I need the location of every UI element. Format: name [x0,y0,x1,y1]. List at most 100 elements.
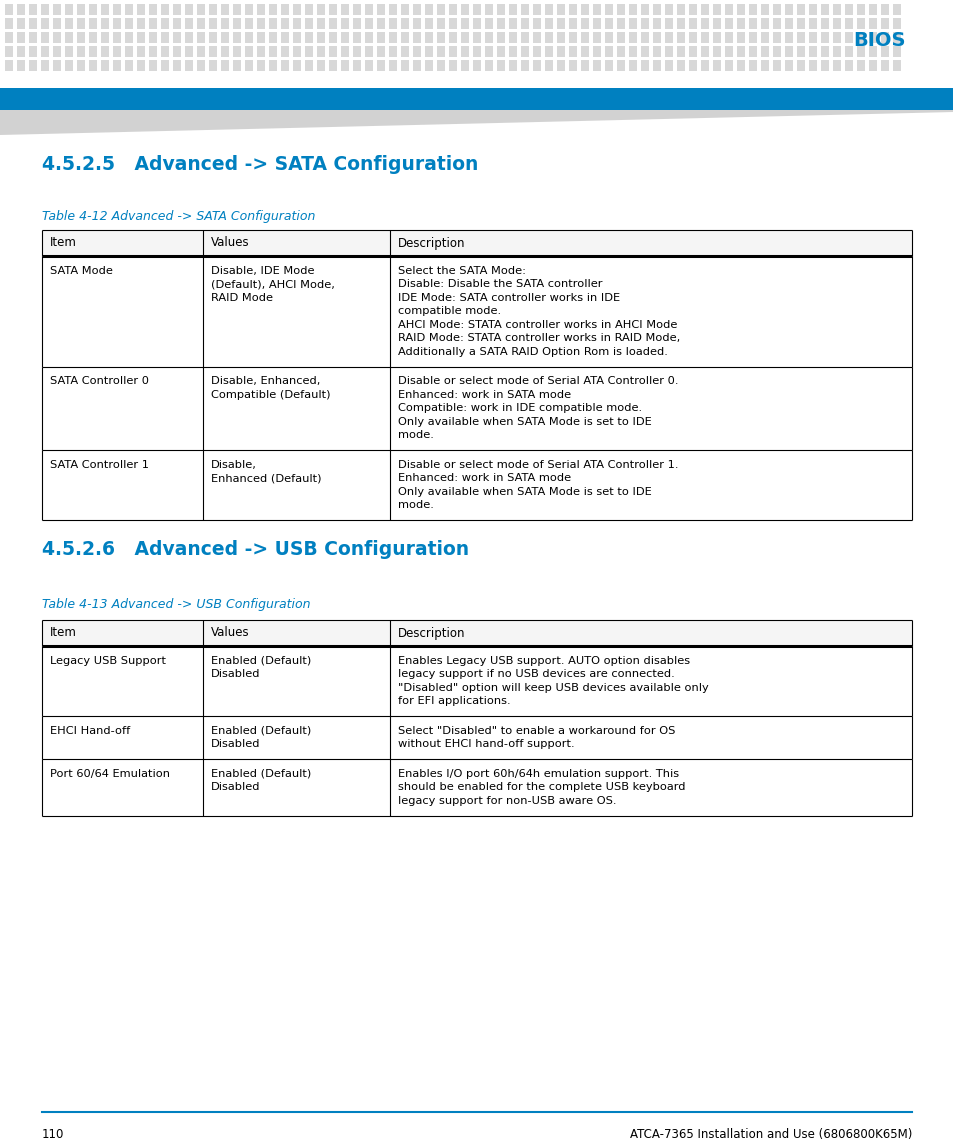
Bar [844,3,852,15]
Bar [460,32,469,44]
Bar [748,46,757,57]
Bar [172,46,181,57]
Bar [832,60,841,71]
Bar [568,18,577,29]
Bar [832,3,841,15]
Bar [436,60,444,71]
Bar [233,18,241,29]
Bar [65,18,73,29]
Bar [400,3,409,15]
Bar [29,32,37,44]
Bar [293,18,301,29]
Bar [340,32,349,44]
Bar [53,32,61,44]
Bar [172,18,181,29]
Bar [593,3,600,15]
Bar [844,32,852,44]
Bar [101,18,109,29]
Bar [760,46,768,57]
Bar [737,32,744,44]
Bar [172,32,181,44]
Text: Port 60/64 Emulation: Port 60/64 Emulation [50,768,170,779]
Text: Enabled (Default): Enabled (Default) [211,656,311,665]
Text: compatible mode.: compatible mode. [397,306,500,316]
Bar [340,18,349,29]
Text: Item: Item [50,237,77,250]
Bar [316,18,325,29]
Text: should be enabled for the complete USB keyboard: should be enabled for the complete USB k… [397,782,685,792]
Text: Item: Item [50,626,77,640]
Bar [533,18,540,29]
Bar [256,32,265,44]
Bar [269,3,276,15]
Bar [172,3,181,15]
Text: Disable,: Disable, [211,460,256,469]
Bar [329,46,336,57]
Bar [256,3,265,15]
Bar [256,60,265,71]
Bar [413,46,420,57]
Bar [436,46,444,57]
Bar [784,3,792,15]
Text: RAID Mode: RAID Mode [211,293,273,302]
Bar [712,3,720,15]
Text: Enabled (Default): Enabled (Default) [211,768,311,779]
Bar [149,46,157,57]
Bar [137,60,145,71]
Bar [832,32,841,44]
Bar [436,3,444,15]
Bar [748,32,757,44]
Bar [640,3,648,15]
Bar [413,60,420,71]
Bar [868,32,876,44]
Text: Disabled: Disabled [211,740,260,749]
Bar [700,46,708,57]
Bar [221,46,229,57]
Bar [353,18,360,29]
Text: legacy support if no USB devices are connected.: legacy support if no USB devices are con… [397,669,674,679]
Bar [796,3,804,15]
Bar [700,3,708,15]
Bar [688,46,697,57]
Bar [544,18,553,29]
Bar [628,46,637,57]
Bar [42,230,911,256]
Text: Compatible (Default): Compatible (Default) [211,389,330,400]
Bar [400,46,409,57]
Bar [389,3,396,15]
Text: Select "Disabled" to enable a workaround for OS: Select "Disabled" to enable a workaround… [397,726,675,736]
Bar [520,3,529,15]
Text: Table 4-13 Advanced -> USB Configuration: Table 4-13 Advanced -> USB Configuration [42,598,310,611]
Bar [149,18,157,29]
Text: EHCI Hand-off: EHCI Hand-off [50,726,131,736]
Bar [196,3,205,15]
Bar [41,32,49,44]
Bar [617,3,624,15]
Bar [137,32,145,44]
Bar [77,60,85,71]
Bar [329,60,336,71]
Bar [700,60,708,71]
Bar [340,60,349,71]
Bar [101,46,109,57]
Bar [760,3,768,15]
Text: Additionally a SATA RAID Option Rom is loaded.: Additionally a SATA RAID Option Rom is l… [397,347,667,357]
Text: Enhanced: work in SATA mode: Enhanced: work in SATA mode [397,473,571,483]
Bar [221,3,229,15]
Text: mode.: mode. [397,500,434,511]
Bar [484,46,493,57]
Bar [628,32,637,44]
Bar [221,60,229,71]
Bar [233,32,241,44]
Bar [533,32,540,44]
Bar [137,18,145,29]
Bar [65,3,73,15]
Bar [17,32,25,44]
Bar [293,60,301,71]
Bar [329,18,336,29]
Bar [233,3,241,15]
Bar [376,3,385,15]
Bar [772,46,781,57]
Bar [832,18,841,29]
Bar [737,18,744,29]
